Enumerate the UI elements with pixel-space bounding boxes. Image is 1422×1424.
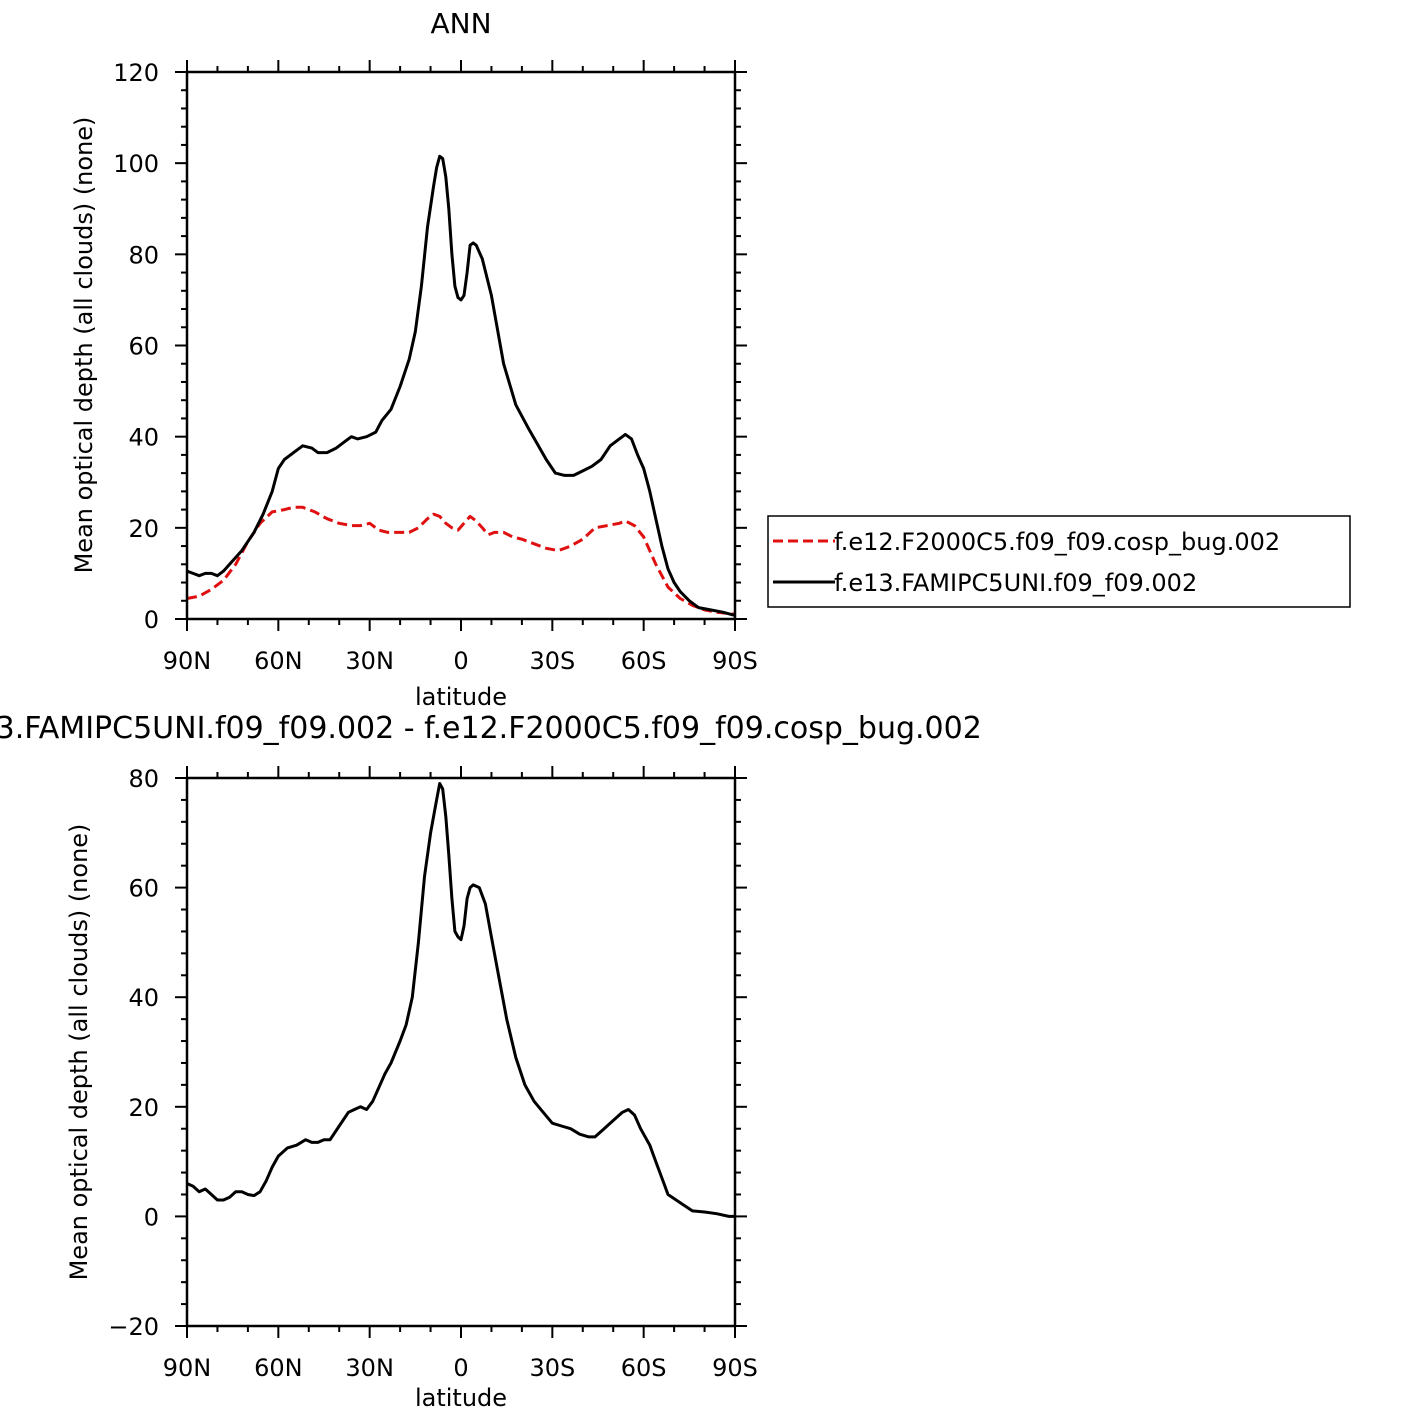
panel2-series-line-1 <box>186 782 735 1218</box>
panel2-title: f.e13.FAMIPC5UNI.f09_f09.002 - f.e12.F20… <box>0 711 982 746</box>
panel2-x-axis-label: latitude <box>415 1384 507 1412</box>
panel2-y-tick-label: 40 <box>128 984 159 1012</box>
panel1-y-tick-label: 40 <box>128 424 159 452</box>
panel2-series <box>186 782 735 1218</box>
panel2-ticks <box>175 766 747 1338</box>
panel1-y-axis-label: Mean optical depth (all clouds) (none) <box>70 117 98 574</box>
panel2-y-tick-label: 20 <box>128 1094 159 1122</box>
panel1-y-tick-label: 120 <box>113 59 159 87</box>
panel1-y-tick-label: 20 <box>128 515 159 543</box>
panel2-y-tick-label: 60 <box>128 875 159 903</box>
panel1-x-tick-label: 30N <box>345 647 394 675</box>
panel1-y-tick-label: 0 <box>144 606 159 634</box>
panel2-plot-frame <box>185 776 737 1328</box>
panel2-x-tick-label: 90S <box>712 1354 758 1382</box>
panel2-x-tick-label: 60S <box>621 1354 667 1382</box>
panel2-x-tick-label: 0 <box>453 1354 468 1382</box>
panel2-y-axis-label: Mean optical depth (all clouds) (none) <box>65 824 93 1281</box>
panel1-plot-frame <box>185 70 737 621</box>
panel1-series-line-1 <box>186 505 736 616</box>
panel1-series-line-2 <box>186 154 736 617</box>
panel1-x-tick-label: 90N <box>163 647 212 675</box>
panel1-title: ANN <box>430 7 491 40</box>
panel1-x-tick-label: 30S <box>529 647 575 675</box>
panel1-series <box>186 154 736 617</box>
panel2-x-tick-label: 60N <box>254 1354 303 1382</box>
legend-box <box>767 515 1351 608</box>
panel2-x-tick-label: 30N <box>345 1354 394 1382</box>
panel1-tick-labels: 90N 60N 30N 0 30S 60S 90S 0 20 40 60 80 100 120 <box>113 59 758 675</box>
panel1-x-tick-label: 60S <box>621 647 667 675</box>
panel2-tick-labels: 90N 60N 30N 0 30S 60S 90S −20 0 20 40 60 80 <box>108 765 758 1382</box>
panel1-x-tick-label: 0 <box>453 647 468 675</box>
panel1-y-tick-label: 80 <box>128 241 159 269</box>
panel2-x-tick-label: 30S <box>529 1354 575 1382</box>
legend-label-1: f.e12.F2000C5.f09_f09.cosp_bug.002 <box>834 528 1280 556</box>
panel1-x-tick-label: 60N <box>254 647 303 675</box>
panel2-y-tick-label: 0 <box>144 1203 159 1231</box>
panel1-y-tick-label: 60 <box>128 333 159 361</box>
panel1-x-tick-label: 90S <box>712 647 758 675</box>
panel2-y-tick-label: −20 <box>108 1313 159 1341</box>
panel2-y-tick-label: 80 <box>128 765 159 793</box>
panel2-x-tick-label: 90N <box>163 1354 212 1382</box>
legend: f.e12.F2000C5.f09_f09.cosp_bug.002 f.e13… <box>767 515 1351 608</box>
legend-label-2: f.e13.FAMIPC5UNI.f09_f09.002 <box>834 569 1197 597</box>
panel1-x-axis-label: latitude <box>415 683 507 711</box>
panel1-y-tick-label: 100 <box>113 150 159 178</box>
